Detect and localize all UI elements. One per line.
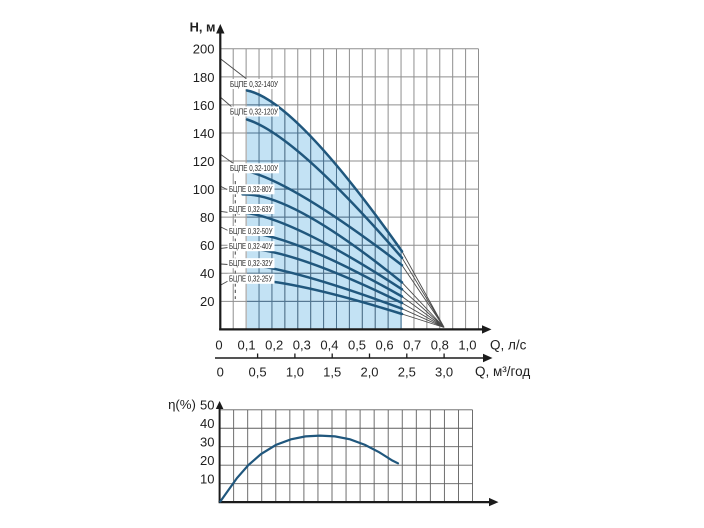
svg-text:БЦПЕ 0,32-50У: БЦПЕ 0,32-50У <box>229 226 273 236</box>
svg-text:БЦПЕ 0,32-80У: БЦПЕ 0,32-80У <box>229 184 273 194</box>
svg-text:БЦПЕ 0,32-40У: БЦПЕ 0,32-40У <box>229 241 273 251</box>
svg-text:БЦПЕ 0,32-120У: БЦПЕ 0,32-120У <box>230 106 279 116</box>
svg-text:БЦПЕ 0,32-25У: БЦПЕ 0,32-25У <box>229 274 273 284</box>
svg-text:БЦПЕ 0,32-140У: БЦПЕ 0,32-140У <box>230 79 279 89</box>
svg-text:БЦПЕ 0,32-63У: БЦПЕ 0,32-63У <box>229 204 273 214</box>
svg-text:БЦПЕ 0,32-32У: БЦПЕ 0,32-32У <box>229 258 273 268</box>
svg-text:БЦПЕ 0,32-100У: БЦПЕ 0,32-100У <box>230 163 279 173</box>
